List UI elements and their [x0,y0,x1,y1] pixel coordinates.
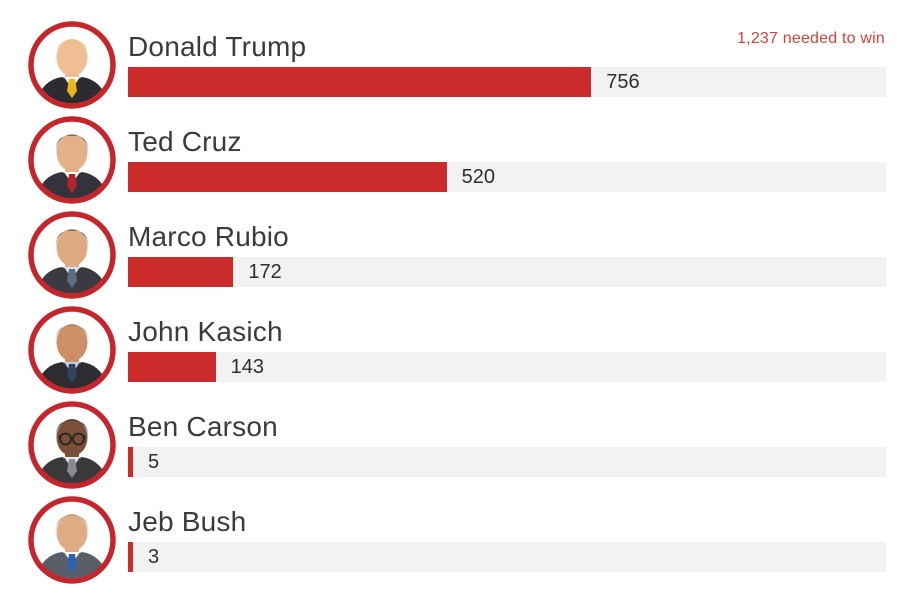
delegate-bar-track: 5 [128,447,886,477]
row-content: Donald Trump 756 [128,26,886,97]
delegate-bar [128,542,133,572]
delegate-count: 143 [230,356,264,378]
candidate-name: Donald Trump [128,30,307,62]
candidate-photo [28,116,116,204]
delegate-count: 3 [148,546,160,568]
delegate-bar [128,162,447,192]
candidate-photo [28,401,116,489]
row-content: Ben Carson 5 [128,406,886,477]
candidate-row: John Kasich 143 [0,306,899,406]
delegate-bar-track: 3 [128,542,886,572]
candidate-photo [28,306,116,394]
delegate-count: 172 [248,261,282,283]
candidate-name: John Kasich [128,315,283,347]
row-content: Jeb Bush 3 [128,501,886,572]
candidate-name: Jeb Bush [128,505,247,537]
delegate-bar-track: 172 [128,257,886,287]
candidate-row: Jeb Bush 3 [0,496,899,596]
row-content: Marco Rubio 172 [128,216,886,287]
candidate-row: Ben Carson 5 [0,401,899,501]
row-content: Ted Cruz 520 [128,121,886,192]
candidate-row: Marco Rubio 172 [0,211,899,311]
needed-to-win-note: 1,237 needed to win [737,30,885,47]
delegate-bar-track: 143 [128,352,886,382]
candidate-rows: Donald Trump 756 Ted Cruz 520 Marco Rubio 172… [0,21,899,596]
candidate-name: Ben Carson [128,410,278,442]
candidate-name: Ted Cruz [128,125,242,157]
candidate-row: Donald Trump 756 [0,21,899,121]
delegate-count: 5 [148,451,160,473]
delegate-bar-track: 756 [128,67,886,97]
delegate-bar [128,67,592,97]
candidate-photo [28,211,116,299]
delegate-bar-track: 520 [128,162,886,192]
delegate-bar [128,447,133,477]
candidate-name: Marco Rubio [128,220,289,252]
candidate-photo [28,496,116,584]
delegate-count: 756 [606,71,640,93]
delegate-count: 520 [461,166,495,188]
delegate-bar [128,257,234,287]
candidate-photo [28,21,116,109]
row-content: John Kasich 143 [128,311,886,382]
delegate-bar [128,352,216,382]
candidate-row: Ted Cruz 520 [0,116,899,216]
